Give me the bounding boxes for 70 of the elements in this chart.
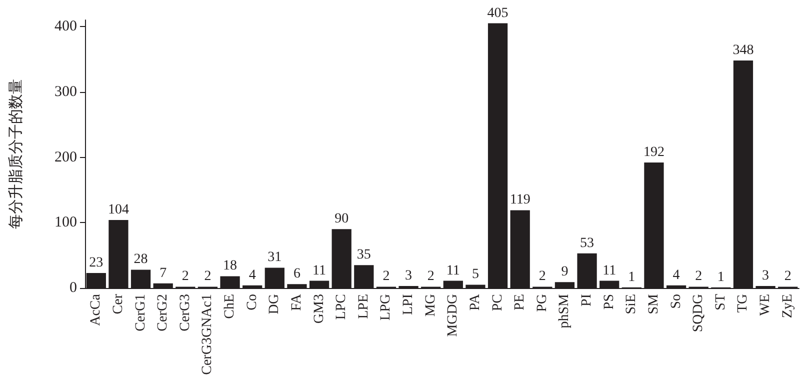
y-tick-label: 0 (70, 280, 77, 296)
x-tick-label: GM3 (312, 294, 327, 324)
data-label: 5 (472, 267, 479, 282)
data-label: 2 (204, 269, 212, 284)
data-label: 104 (108, 202, 129, 218)
data-label: 1 (717, 270, 724, 285)
x-tick-label: LPC (334, 294, 350, 320)
x-tick-label: Cer (110, 294, 126, 314)
data-label: 2 (182, 269, 189, 284)
y-tick-label: 300 (54, 84, 77, 100)
data-label: 192 (643, 145, 664, 160)
x-tick-label: DG (267, 294, 282, 314)
data-label: 348 (732, 43, 754, 58)
x-tick-label: phSM (557, 293, 572, 328)
data-label: 1 (628, 270, 636, 285)
data-label: 6 (293, 266, 300, 282)
data-label: 2 (784, 269, 792, 284)
data-label: 23 (89, 255, 104, 270)
x-tick-label: ST (713, 294, 728, 310)
data-label: 2 (382, 269, 390, 284)
data-label: 11 (446, 263, 460, 278)
x-tick-label: MGDG (446, 294, 461, 337)
x-tick-label: AcCa (88, 293, 104, 326)
x-tick-label: CerG2 (156, 294, 171, 332)
x-tick-label: MG (423, 294, 438, 317)
x-tick-label: CerG1 (133, 294, 148, 332)
data-label: 405 (487, 6, 508, 21)
x-tick-label: CerG3GNAc1 (200, 294, 216, 375)
x-tick-label: LPE (356, 294, 372, 319)
x-tick-label: ZyE (780, 294, 796, 318)
x-tick-label: PC (490, 294, 506, 312)
x-tick-label: WE (758, 294, 774, 316)
y-tick-label: 200 (54, 149, 77, 166)
data-label: 53 (580, 236, 594, 251)
data-label: 90 (334, 212, 349, 227)
data-label: 18 (223, 258, 238, 274)
x-tick-label: CerG3 (178, 294, 193, 332)
data-label: 3 (762, 268, 770, 284)
x-tick-label: Co (244, 294, 260, 310)
data-label: 31 (268, 250, 282, 266)
data-label: 7 (160, 266, 167, 281)
x-tick-label: SiE (624, 294, 640, 314)
data-label: 4 (248, 268, 256, 283)
x-tick-label: PS (602, 294, 617, 310)
x-tick-label: PG (534, 294, 550, 312)
data-label: 119 (510, 192, 530, 208)
x-tick-label: FA (289, 293, 304, 311)
x-tick-label: ChE (222, 294, 238, 319)
x-tick-label: LPI (401, 294, 416, 315)
x-tick-label: PA (468, 293, 483, 311)
data-label: 35 (356, 248, 371, 263)
x-tick-label: TG (736, 294, 751, 313)
x-tick-label: PI (580, 294, 595, 306)
x-tick-label: LPG (378, 294, 394, 320)
data-label: 2 (538, 269, 546, 284)
y-tick-label: 400 (54, 18, 77, 35)
data-label: 11 (602, 263, 616, 278)
y-axis-title: 每分升脂质分子的数量 (6, 79, 24, 229)
data-label: 9 (561, 264, 568, 280)
data-label: 11 (312, 263, 326, 278)
data-label: 2 (695, 269, 702, 284)
data-label: 3 (405, 268, 412, 284)
data-label: 4 (672, 268, 680, 283)
x-tick-label: SM (646, 293, 662, 314)
data-label: 28 (134, 252, 148, 268)
x-tick-label: So (668, 294, 684, 309)
data-label: 2 (427, 269, 434, 284)
x-tick-label: SQDG (691, 294, 706, 332)
y-tick-label: 100 (54, 214, 77, 231)
x-tick-label: PE (512, 294, 528, 310)
